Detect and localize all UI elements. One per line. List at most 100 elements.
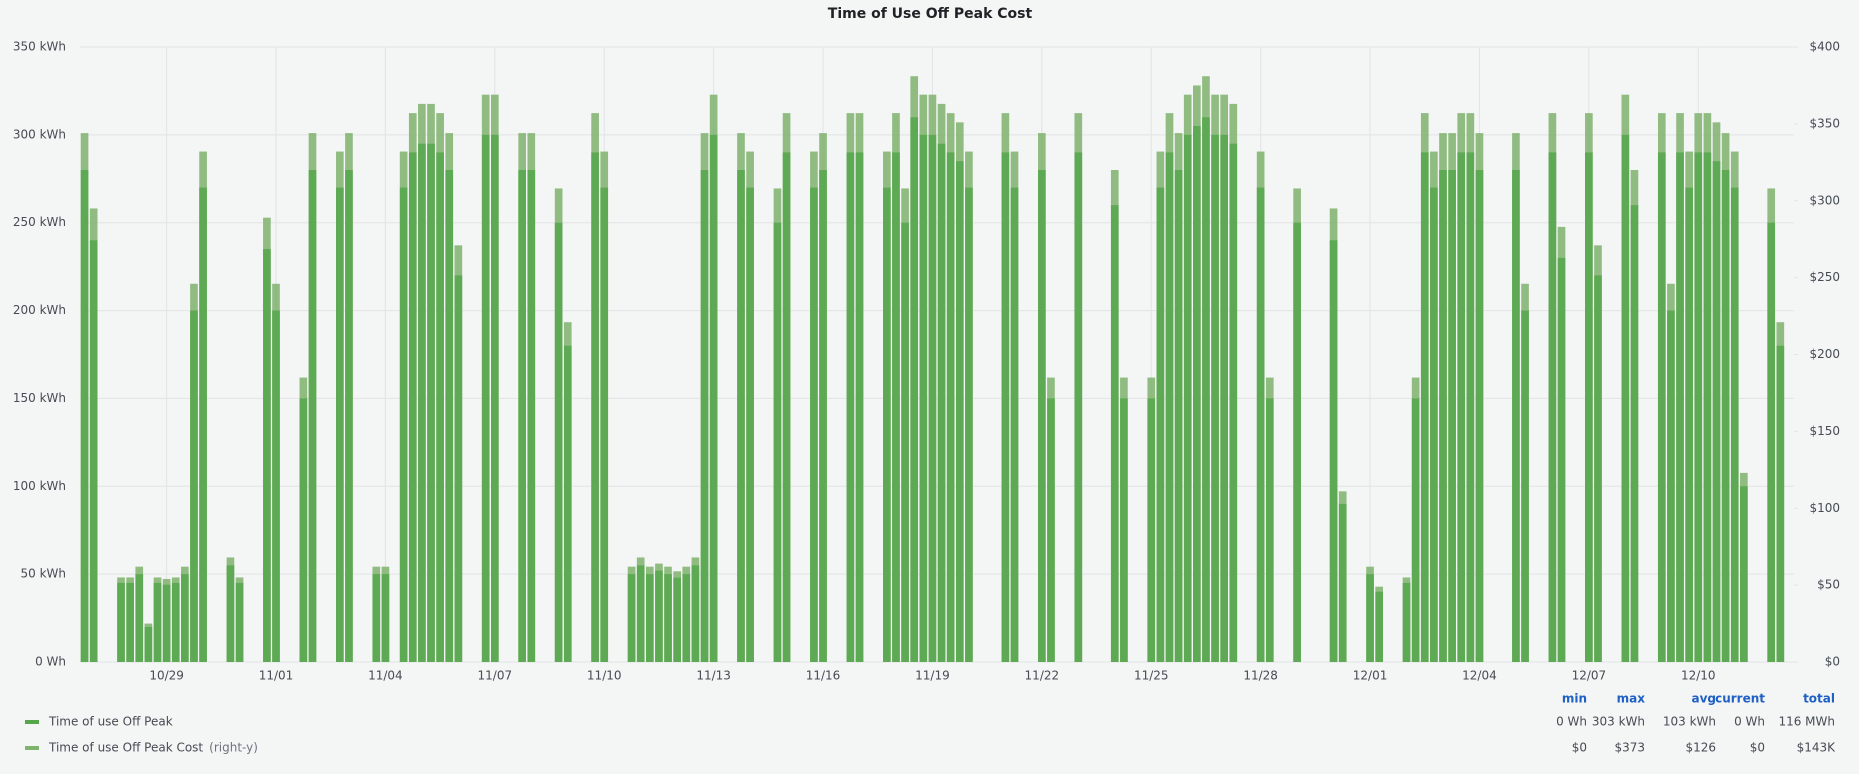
y-tick-label: 100 kWh xyxy=(13,479,66,493)
bar xyxy=(89,240,98,663)
chart-title: Time of Use Off Peak Cost xyxy=(828,6,1033,22)
bar xyxy=(1174,170,1183,662)
bar xyxy=(199,187,207,663)
bar xyxy=(919,134,928,662)
bar xyxy=(655,570,663,662)
bar xyxy=(162,584,171,662)
legend-stat: $126 xyxy=(1685,741,1716,755)
bar xyxy=(1776,345,1785,662)
x-tick-label: 12/10 xyxy=(1681,669,1716,683)
bar xyxy=(1165,152,1174,662)
legend-axis-note: (right-y) xyxy=(209,741,258,755)
bar xyxy=(1439,170,1447,662)
legend-header: max xyxy=(1617,692,1646,706)
bar xyxy=(1457,152,1466,662)
bar xyxy=(1676,152,1684,662)
bar xyxy=(1229,143,1238,663)
bar xyxy=(1512,170,1520,662)
legend-stat: 116 MWh xyxy=(1778,715,1835,729)
x-tick-label: 11/28 xyxy=(1243,669,1278,683)
x-tick-label: 11/19 xyxy=(915,669,950,683)
bar xyxy=(819,170,827,662)
bar xyxy=(965,187,973,663)
legend-label: Time of use Off Peak xyxy=(48,715,173,729)
bar xyxy=(1740,486,1748,662)
bar xyxy=(1685,187,1693,663)
bar xyxy=(1730,187,1739,663)
bar xyxy=(153,582,162,662)
bar xyxy=(591,152,599,662)
bar xyxy=(1630,205,1639,662)
bar xyxy=(1202,117,1210,663)
bar xyxy=(1038,170,1046,662)
x-tick-label: 11/04 xyxy=(368,669,403,683)
bar xyxy=(1366,574,1374,662)
bar xyxy=(408,152,417,662)
bar xyxy=(782,152,791,662)
bar xyxy=(892,152,900,662)
bar xyxy=(554,222,563,662)
y-tick-label: 50 kWh xyxy=(20,567,66,581)
bar xyxy=(126,582,134,662)
y-tick-label: 300 kWh xyxy=(13,127,66,141)
bar xyxy=(1220,134,1229,662)
bar xyxy=(1667,310,1675,662)
y-tick-label: 200 kWh xyxy=(13,303,66,317)
bar xyxy=(1338,503,1347,662)
bar xyxy=(1475,170,1484,662)
bar xyxy=(1703,152,1712,662)
bar xyxy=(846,152,855,662)
legend-header: min xyxy=(1562,692,1587,706)
bar xyxy=(1448,170,1456,662)
bar xyxy=(1147,398,1156,662)
legend-header: current xyxy=(1715,692,1765,706)
y2-tick-label: $400 xyxy=(1809,40,1840,54)
bar xyxy=(1721,170,1730,662)
bar xyxy=(1047,398,1055,662)
bar xyxy=(1557,257,1566,662)
bar xyxy=(1521,310,1529,662)
bar xyxy=(445,170,454,662)
bar xyxy=(1074,152,1083,662)
x-tick-label: 11/16 xyxy=(806,669,841,683)
x-tick-label: 12/07 xyxy=(1572,669,1607,683)
bar xyxy=(1621,134,1630,662)
bar xyxy=(664,574,672,662)
x-tick-label: 12/04 xyxy=(1462,669,1497,683)
bar xyxy=(1548,152,1557,662)
y2-tick-label: $0 xyxy=(1825,655,1840,669)
bar xyxy=(1256,187,1265,663)
legend-label: Time of use Off Peak Cost xyxy=(48,741,203,755)
bar xyxy=(527,170,536,662)
x-tick-label: 11/22 xyxy=(1025,669,1060,683)
bar xyxy=(645,574,654,662)
bar xyxy=(1193,126,1201,663)
legend-stat: 0 Wh xyxy=(1556,715,1587,729)
bar xyxy=(135,574,144,662)
bar xyxy=(226,565,235,662)
bar xyxy=(80,170,89,662)
bar xyxy=(190,310,198,662)
bar xyxy=(883,187,891,663)
bar xyxy=(144,626,153,662)
bar xyxy=(1420,152,1429,662)
bar xyxy=(272,310,280,662)
bar xyxy=(427,143,435,663)
bar xyxy=(171,582,180,662)
bar xyxy=(1712,161,1721,662)
bar xyxy=(1767,222,1776,662)
bar xyxy=(901,222,909,662)
legend-stat: $0 xyxy=(1572,741,1587,755)
y2-tick-label: $150 xyxy=(1809,424,1840,438)
bar xyxy=(235,582,244,662)
bar xyxy=(117,582,125,662)
bar xyxy=(1329,240,1338,663)
bar xyxy=(1001,152,1010,662)
bar xyxy=(1183,134,1192,662)
x-tick-label: 11/25 xyxy=(1134,669,1169,683)
bar xyxy=(810,187,818,663)
legend-swatch xyxy=(25,746,39,750)
bar xyxy=(746,187,754,663)
bar xyxy=(600,187,609,663)
